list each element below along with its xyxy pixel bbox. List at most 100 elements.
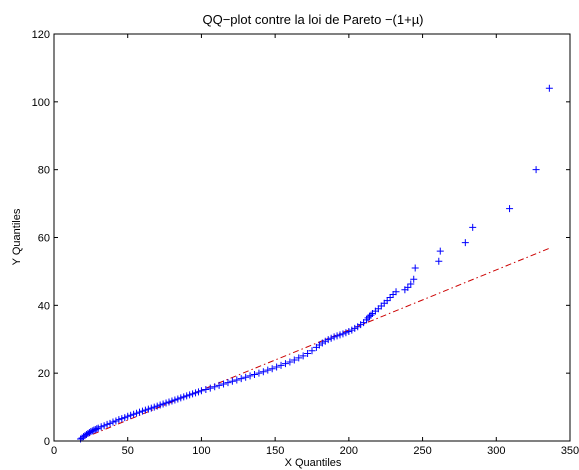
data-point — [469, 223, 477, 231]
data-point — [345, 327, 353, 335]
data-point — [156, 401, 164, 409]
y-tick-label: 100 — [32, 97, 50, 109]
y-tick-label: 60 — [38, 233, 50, 245]
data-point — [177, 394, 185, 402]
data-point — [392, 288, 400, 296]
data-point — [436, 247, 444, 255]
data-point — [109, 418, 117, 426]
data-point — [264, 366, 272, 374]
data-point — [197, 387, 205, 395]
data-point — [324, 336, 332, 344]
x-tick-label: 350 — [561, 445, 579, 457]
data-point — [147, 404, 155, 412]
x-tick-label: 200 — [340, 445, 358, 457]
data-point — [133, 409, 141, 417]
data-point — [180, 393, 188, 401]
data-point — [277, 361, 285, 369]
data-point — [308, 347, 316, 355]
x-tick-label: 50 — [122, 445, 134, 457]
data-point — [127, 411, 135, 419]
data-point — [333, 332, 341, 340]
x-tick-label: 150 — [266, 445, 284, 457]
y-tick-label: 20 — [38, 368, 50, 380]
data-point — [194, 388, 202, 396]
data-point — [411, 264, 419, 272]
x-tick-label: 250 — [413, 445, 431, 457]
data-point — [321, 337, 329, 345]
data-point — [153, 402, 161, 410]
y-axis-label: Y Quantiles — [11, 208, 23, 265]
data-point — [336, 331, 344, 339]
data-point — [93, 425, 101, 433]
data-point — [192, 389, 200, 397]
data-point — [112, 417, 120, 425]
data-point — [330, 333, 338, 341]
data-point — [162, 399, 170, 407]
data-point — [386, 294, 394, 302]
data-point — [299, 352, 307, 360]
reference-line-layer — [80, 247, 552, 440]
y-tick-label: 80 — [38, 165, 50, 177]
y-tick-label: 0 — [44, 436, 50, 448]
data-point — [286, 358, 294, 366]
data-point — [97, 423, 105, 431]
data-point — [106, 419, 114, 427]
data-point — [273, 363, 281, 371]
data-point — [351, 324, 359, 332]
data-point — [138, 407, 146, 415]
data-point — [171, 396, 179, 404]
data-point — [215, 381, 223, 389]
data-point — [545, 84, 553, 92]
data-point — [121, 414, 129, 422]
data-point — [407, 280, 415, 288]
data-points-layer — [77, 84, 553, 443]
data-point — [202, 385, 210, 393]
data-point — [130, 410, 138, 418]
chart-title: QQ−plot contre la loi de Pareto −(1+µ) — [202, 12, 423, 27]
data-point — [150, 403, 158, 411]
data-point — [461, 239, 469, 247]
data-point — [100, 422, 108, 430]
data-point — [251, 371, 259, 379]
x-tick-label: 0 — [51, 445, 57, 457]
data-point — [159, 400, 167, 408]
data-point — [87, 428, 95, 436]
data-point — [339, 330, 347, 338]
data-point — [94, 424, 102, 432]
data-point — [91, 425, 99, 433]
data-point — [211, 383, 219, 391]
data-point — [85, 429, 93, 437]
data-point — [295, 354, 303, 362]
data-point — [383, 297, 391, 305]
data-point — [410, 275, 418, 283]
data-point — [124, 412, 132, 420]
y-tick-label: 40 — [38, 300, 50, 312]
data-point — [174, 395, 182, 403]
data-point — [348, 326, 356, 334]
data-point — [103, 420, 111, 428]
data-point — [189, 390, 197, 398]
data-point — [224, 379, 232, 387]
data-point — [237, 375, 245, 383]
data-point — [118, 415, 126, 423]
data-point — [304, 349, 312, 357]
data-point — [367, 311, 375, 319]
x-tick-label: 100 — [192, 445, 210, 457]
x-axis-label: X Quantiles — [285, 457, 342, 469]
data-point — [242, 373, 250, 381]
data-point — [404, 283, 412, 291]
data-point — [90, 426, 98, 434]
data-point — [136, 408, 144, 416]
data-point — [268, 365, 276, 373]
data-point — [318, 339, 326, 347]
data-point — [246, 372, 254, 380]
y-tick-label: 120 — [32, 29, 50, 41]
axes-layer: 0 50 100 150 200 250 300 350 0 20 40 60 80 100 120 — [32, 29, 579, 457]
data-point — [206, 384, 214, 392]
data-point — [186, 391, 194, 399]
data-point — [532, 166, 540, 174]
data-point — [115, 416, 123, 424]
data-point — [255, 369, 263, 377]
